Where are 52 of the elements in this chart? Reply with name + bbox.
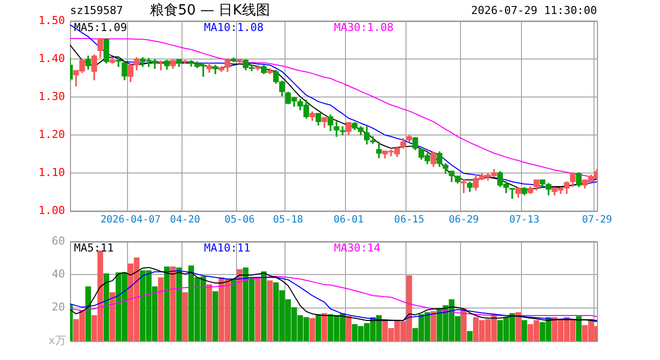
- bar: [164, 266, 170, 341]
- text: MA30:1.08: [334, 20, 394, 34]
- x-tick-label: 05-06: [224, 214, 255, 226]
- x-tick-label: 2026-04-07: [100, 214, 161, 226]
- y-tick-label: 60: [52, 234, 65, 248]
- bar: [430, 311, 436, 341]
- y-tick-label: 20: [52, 300, 65, 314]
- text: 2026-07-29 11:30:00: [471, 4, 597, 17]
- y-axis-title: x万: [48, 334, 66, 347]
- series-label: MA10:11: [204, 241, 250, 254]
- y-tick-label: 1.40: [38, 52, 65, 65]
- bar: [576, 316, 582, 341]
- y-tick-label: 40: [52, 268, 65, 281]
- text: sz159587: [70, 4, 123, 17]
- y-tick-label: 1.30: [38, 90, 65, 103]
- bar: [230, 279, 236, 341]
- x-tick-label: 06-15: [394, 214, 424, 226]
- bar: [316, 314, 322, 341]
- bar: [322, 313, 328, 341]
- y-tick-label: 1.00: [38, 204, 65, 217]
- y-tick-label: 1.50: [38, 14, 65, 27]
- bar: [110, 292, 116, 341]
- x-tick-label: 07-29: [582, 214, 612, 226]
- y-tick-label: 1.10: [38, 166, 65, 179]
- bar: [346, 316, 352, 341]
- bar: [104, 273, 110, 341]
- y-tick-label: 1.20: [38, 128, 65, 141]
- bar: [466, 331, 473, 341]
- x-tick-label: 04-20: [170, 214, 200, 226]
- bar: [158, 277, 164, 341]
- bar: [521, 320, 528, 341]
- bar: [254, 277, 261, 341]
- bar: [206, 284, 212, 341]
- chart-title: 粮食50 — 日K线图: [150, 2, 270, 19]
- bar: [267, 280, 273, 341]
- series-label: MA5:11: [74, 241, 114, 254]
- text: MA10:1.08: [204, 20, 264, 34]
- bar: [236, 269, 242, 341]
- x-tick-label: 05-18: [273, 214, 304, 226]
- bar: [176, 267, 182, 341]
- bar: [309, 318, 316, 341]
- bar: [515, 312, 522, 341]
- series-label: MA5:1.09: [74, 20, 127, 34]
- x-tick-label: 06-01: [334, 214, 364, 226]
- bar: [85, 286, 92, 341]
- bar: [212, 291, 218, 341]
- bar: [170, 266, 176, 341]
- x-tick-label: 06-29: [448, 214, 479, 226]
- x-tick-label: 07-13: [509, 214, 540, 226]
- text: MA30:14: [334, 241, 381, 254]
- bar: [261, 271, 267, 341]
- bar: [182, 292, 188, 341]
